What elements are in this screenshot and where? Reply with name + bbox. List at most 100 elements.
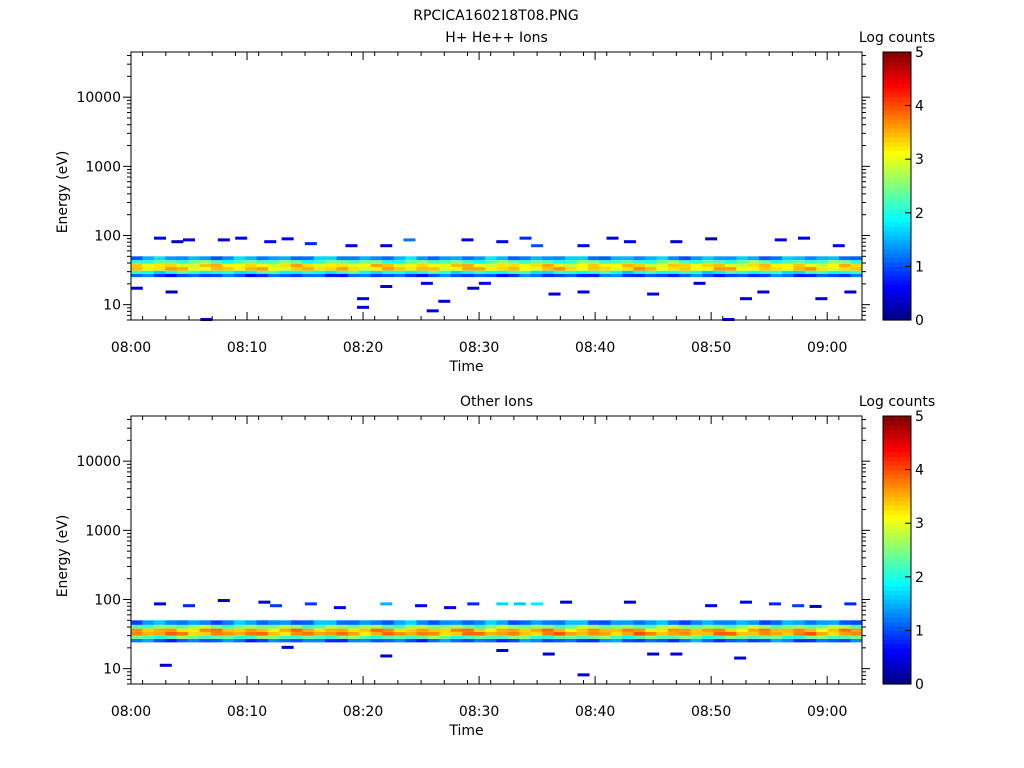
heatmap-cell [382, 267, 395, 271]
heatmap-cell [416, 263, 429, 268]
heatmap-cell [739, 297, 752, 301]
heatmap-cell [782, 270, 794, 274]
heatmap-cell [839, 620, 852, 625]
heatmap-cell [336, 270, 349, 274]
heatmap-cell [565, 628, 577, 632]
heatmap-cell [507, 260, 520, 264]
heatmap-cell [142, 624, 155, 629]
heatmap-cell [622, 270, 635, 274]
heatmap-cell [153, 635, 166, 639]
colorbar-swatch [883, 536, 911, 542]
heatmap-cell [256, 624, 269, 629]
heatmap-cell [427, 260, 440, 264]
heatmap-cell [770, 263, 783, 268]
heatmap-cell [747, 624, 760, 629]
heatmap-cell [462, 628, 475, 632]
heatmap-cell [839, 260, 852, 264]
heatmap-cell [565, 270, 577, 274]
heatmap-cell [827, 260, 840, 264]
heatmap-cell [405, 273, 418, 278]
heatmap-cell [348, 628, 360, 632]
heatmap-cell [622, 256, 635, 261]
heatmap-cell [256, 270, 269, 274]
heatmap-cell [325, 267, 338, 271]
heatmap-cell [154, 236, 167, 240]
heatmap-cell [439, 620, 452, 625]
heatmap-cell [679, 628, 692, 632]
heatmap-cell [165, 620, 178, 625]
heatmap-cell [199, 628, 212, 632]
heatmap-cell [690, 638, 703, 643]
heatmap-cell [610, 624, 623, 629]
heatmap-cell [416, 638, 429, 643]
heatmap-cell [816, 635, 829, 639]
heatmap-cell [542, 256, 555, 261]
heatmap-cell [188, 273, 201, 278]
heatmap-cell [816, 260, 829, 264]
heatmap-cell [416, 628, 429, 632]
heatmap-cell [325, 624, 338, 629]
heatmap-cell [793, 260, 806, 264]
heatmap-cell [656, 256, 669, 261]
heatmap-cell [768, 602, 781, 606]
colorbar-swatch [883, 239, 911, 245]
heatmap-cell [844, 290, 857, 294]
plot-frame [130, 415, 863, 685]
heatmap-cell [530, 260, 543, 264]
heatmap-cell [188, 638, 201, 643]
heatmap-cell [667, 628, 680, 632]
colorbar-swatch [883, 168, 911, 174]
heatmap-cell [724, 620, 737, 625]
heatmap-cell [485, 267, 497, 271]
heatmap-cell [633, 620, 646, 625]
colorbar-swatch [883, 186, 911, 192]
heatmap-cell [827, 635, 840, 639]
heatmap-cell [850, 270, 863, 274]
heatmap-cell [290, 631, 303, 636]
heatmap-cell [542, 638, 555, 643]
heatmap-cell [770, 624, 783, 629]
heatmap-cell [165, 624, 178, 629]
heatmap-cell [519, 620, 532, 625]
heatmap-cell [393, 638, 406, 643]
heatmap-cell [450, 263, 463, 268]
heatmap-cell [359, 620, 372, 625]
heatmap-cell [496, 602, 509, 606]
colorbar-swatch [883, 509, 911, 515]
heatmap-cell [702, 263, 715, 268]
heatmap-cell [702, 256, 715, 261]
colorbar-swatch [883, 572, 911, 578]
heatmap-cell [839, 273, 852, 278]
x-tick-label: 08:00 [111, 704, 151, 720]
heatmap-cell [690, 620, 703, 625]
heatmap-cell [565, 624, 577, 629]
heatmap-cell [679, 620, 692, 625]
colorbar-tick-label: 5 [915, 409, 924, 425]
heatmap-cell [647, 292, 660, 296]
heatmap-cell [736, 270, 749, 274]
heatmap-cell [747, 256, 760, 261]
heatmap-cell [336, 260, 349, 264]
colorbar-swatch [883, 78, 911, 84]
colorbar-swatch [883, 505, 911, 511]
heatmap-cell [473, 273, 486, 278]
heatmap-cell [393, 270, 406, 274]
heatmap-cell [850, 624, 863, 629]
heatmap-cell [770, 628, 783, 632]
heatmap-cell [679, 270, 692, 274]
heatmap-cell [770, 638, 783, 643]
heatmap-cell [690, 263, 703, 268]
heatmap-cell [816, 631, 829, 636]
heatmap-cell [165, 273, 178, 278]
heatmap-cell [131, 273, 143, 278]
heatmap-cell [131, 628, 143, 632]
heatmap-cell [405, 638, 418, 643]
heatmap-cell [496, 267, 509, 271]
heatmap-cell [336, 263, 349, 268]
heatmap-cell [142, 267, 155, 271]
heatmap-cell [176, 631, 189, 636]
panel-title: H+ He++ Ions [445, 30, 548, 46]
heatmap-cell [496, 270, 509, 274]
heatmap-cell [622, 624, 635, 629]
heatmap-cell [222, 620, 235, 625]
